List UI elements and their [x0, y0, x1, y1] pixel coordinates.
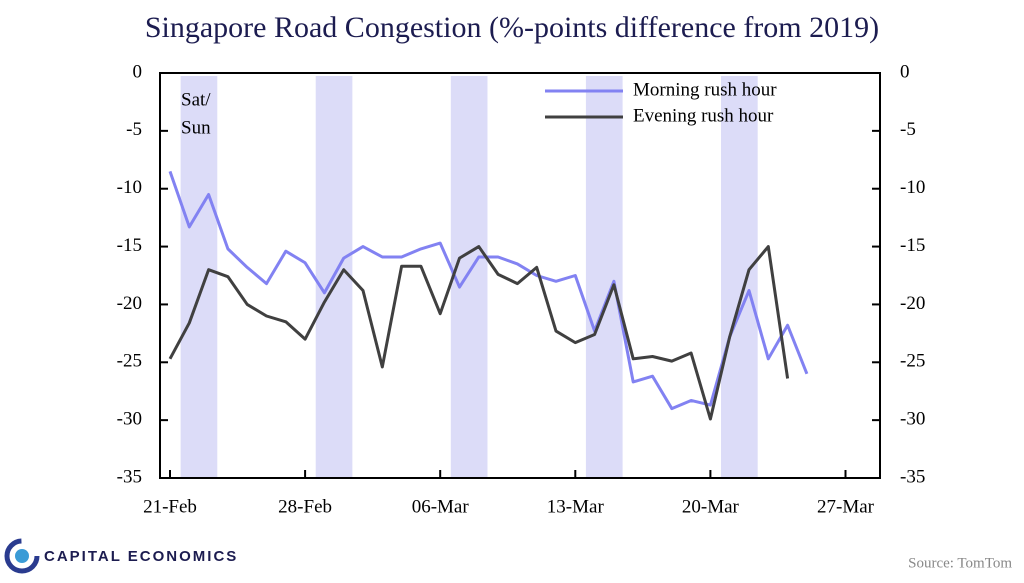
chart-title: Singapore Road Congestion (%-points diff… [145, 11, 879, 44]
legend-label: Morning rush hour [633, 79, 777, 100]
brand: CAPITAL ECONOMICS [44, 548, 238, 565]
legend-label: Evening rush hour [633, 105, 774, 126]
weekend-band [585, 76, 623, 478]
y2-tick-label: -10 [900, 177, 925, 198]
source: Source: TomTom [908, 555, 1012, 571]
y2-tick-label: -20 [900, 293, 925, 314]
y-tick-label: -20 [117, 293, 142, 314]
y2-tick-label: -15 [900, 235, 925, 256]
y2-tick-label: -35 [900, 466, 925, 487]
y2-tick-label: -25 [900, 351, 925, 372]
y-tick-label: -35 [117, 466, 142, 487]
plot-frame [159, 72, 881, 479]
y-tick-label: -5 [126, 119, 142, 140]
y-tick-label: 0 [133, 61, 143, 82]
logo [4, 538, 40, 574]
logo-mark [4, 538, 40, 574]
line-series [168, 170, 809, 411]
y2-tick-label: 0 [900, 61, 910, 82]
y-tick-label: -30 [117, 409, 142, 430]
logo-mark [15, 549, 29, 563]
x-tick-label: 20-Mar [682, 496, 740, 517]
x-tick-label: 21-Feb [143, 496, 197, 517]
weekend-band [180, 76, 218, 478]
y-tick-label: -10 [117, 177, 142, 198]
band-label: Sat/ [181, 89, 211, 110]
line-series [168, 245, 790, 421]
y-tick-label: -25 [117, 351, 142, 372]
weekend-band [450, 76, 488, 478]
weekend-band [721, 76, 758, 478]
y2-tick-label: -30 [900, 409, 925, 430]
x-tick-label: 28-Feb [278, 496, 332, 517]
band-label: Sun [181, 117, 211, 138]
x-tick-label: 06-Mar [412, 496, 470, 517]
y2-tick-label: -5 [900, 119, 916, 140]
y-tick-label: -15 [117, 235, 142, 256]
x-tick-label: 27-Mar [817, 496, 875, 517]
x-tick-label: 13-Mar [547, 496, 605, 517]
